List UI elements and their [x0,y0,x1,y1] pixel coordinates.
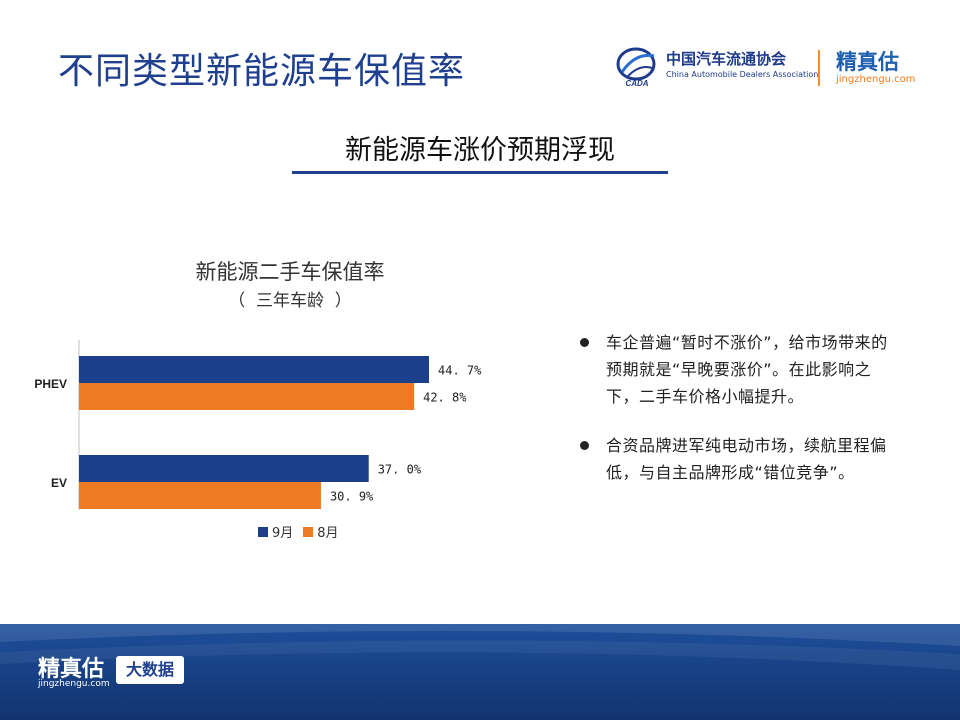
subtitle-underline [292,171,668,174]
legend-item: 8月 [303,522,339,541]
bar-EV-1 [79,482,321,509]
cada-logo-icon: CADA [616,47,656,88]
legend-label: 8月 [317,526,339,541]
data-label: 37. 0% [378,463,422,477]
bullet-dot-icon [580,338,589,347]
logo-divider [818,50,820,86]
data-label: 30. 9% [330,490,374,504]
section-subtitle: 新能源车涨价预期浮现 [345,135,615,166]
footer-logo-text: 精真估 [38,657,105,682]
footer-bar: 精真估 jingzhengu.com 大数据 [0,624,960,720]
legend-swatch [258,526,268,537]
legend-swatch [303,526,314,537]
bar-PHEV-0 [79,356,430,383]
chart-title: 新能源二手车保值率 [195,260,385,284]
data-label: 44. 7% [438,364,482,378]
bullet-item: 合资品牌进军纯电动市场，续航里程偏低，与自主品牌形成“错位竞争”。 [580,432,892,486]
jingzhengu-logo-text: 精真估 [836,50,899,74]
jingzhengu-url: jingzhengu.com [836,74,916,85]
cada-emblem-text: CADA [625,79,648,88]
header-logos: CADA 中国汽车流通协会 China Automobile Dealers A… [614,44,934,90]
legend-item: 9月 [258,522,293,541]
cada-name-en: China Automobile Dealers Association [666,70,819,79]
big-data-badge: 大数据 [116,656,184,684]
bullet-item: 车企普遍“暂时不涨价”，给市场带来的预期就是“早晚要涨价”。在此影响之下，二手车… [580,329,892,410]
bullet-text: 合资品牌进军纯电动市场，续航里程偏低，与自主品牌形成“错位竞争”。 [606,436,887,482]
bullet-list: 车企普遍“暂时不涨价”，给市场带来的预期就是“早晚要涨价”。在此影响之下，二手车… [580,329,892,508]
footer-logo-url: jingzhengu.com [38,679,110,689]
retention-bar-chart: PHEV 44. 7% 42. 8% EV 37. 0% 30. 9% [34,340,482,510]
bar-EV-0 [79,455,369,482]
bar-PHEV-1 [79,383,415,410]
category-label: EV [51,476,67,490]
page-title: 不同类型新能源车保值率 [58,51,466,92]
bullet-dot-icon [580,441,589,450]
legend-label: 9月 [272,526,294,541]
chart-legend: 9月 8月 [258,522,349,541]
data-label: 42. 8% [423,391,467,405]
cada-name-cn: 中国汽车流通协会 [666,50,787,68]
chart-subtitle: （ 三年车龄 ） [228,291,352,311]
bullet-text: 车企普遍“暂时不涨价”，给市场带来的预期就是“早晚要涨价”。在此影响之下，二手车… [606,333,888,406]
category-label: PHEV [34,377,67,391]
footer-sheen [0,624,960,670]
